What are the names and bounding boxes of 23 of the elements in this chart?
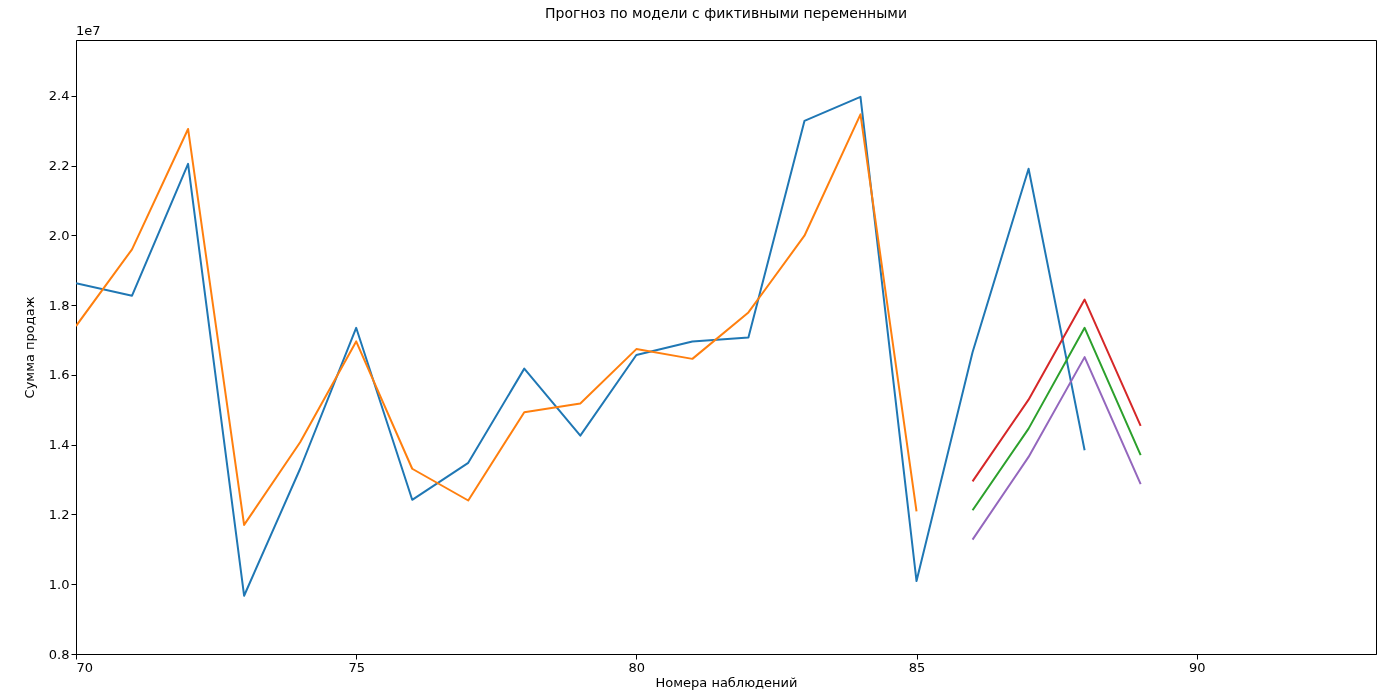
- y-tick-label: 1.6: [48, 367, 70, 383]
- x-tick-label: 70: [76, 659, 94, 675]
- line-series: [971, 326, 1142, 512]
- x-tick-label: 80: [628, 659, 646, 675]
- y-tick-label: 1.8: [48, 297, 70, 313]
- x-axis-title: Номера наблюдений: [655, 674, 798, 690]
- y-axis-title: Сумма продаж: [21, 296, 37, 399]
- line-series: [971, 356, 1142, 541]
- y-tick-label: 0.8: [48, 646, 70, 662]
- chart-title: Прогноз по модели с фиктивными переменными: [545, 5, 907, 21]
- x-tick-label: 85: [908, 659, 926, 675]
- y-tick-label: 1.2: [48, 506, 70, 522]
- y-tick-label: 1.4: [48, 437, 70, 453]
- y-tick-label: 2.0: [48, 227, 70, 243]
- x-tick-label: 75: [348, 659, 365, 675]
- line-series: [971, 298, 1142, 483]
- y-tick-label: 2.2: [48, 158, 70, 174]
- line-series: [76, 113, 918, 526]
- y-tick-label: 2.4: [48, 88, 70, 104]
- text: 1e7: [76, 23, 101, 38]
- line-series: [76, 95, 1086, 597]
- x-tick-label: 90: [1188, 659, 1206, 675]
- y-tick-label: 1.0: [48, 576, 70, 592]
